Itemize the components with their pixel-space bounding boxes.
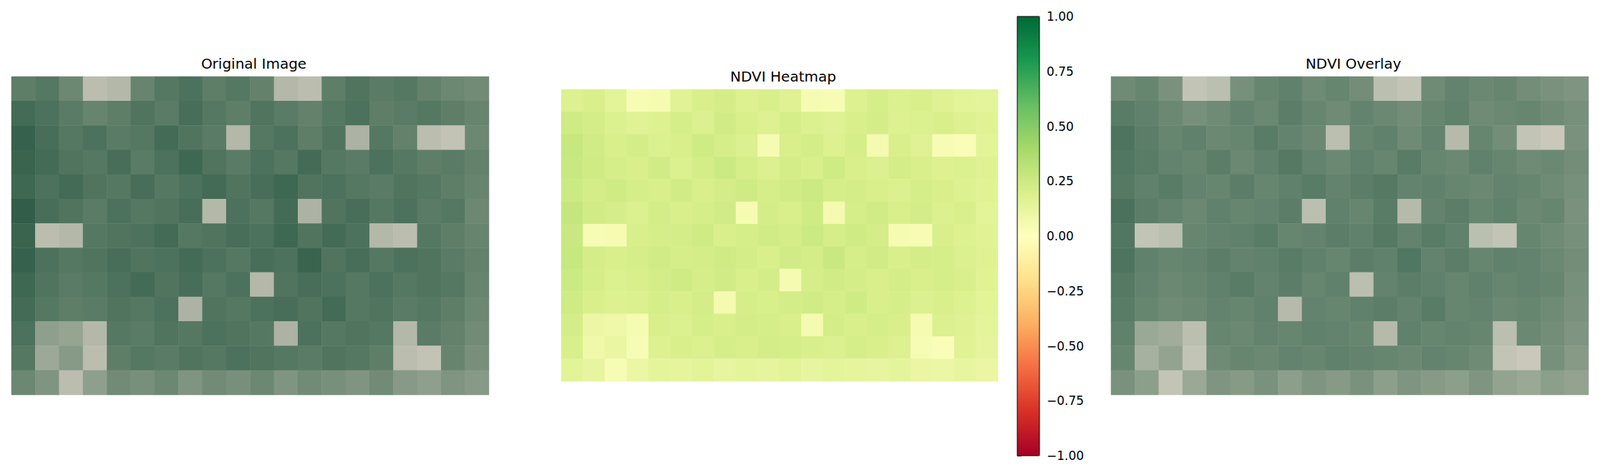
svg-text:−0.75: −0.75 (1046, 393, 1084, 409)
svg-text:0.00: 0.00 (1046, 229, 1074, 244)
svg-text:−0.50: −0.50 (1046, 339, 1084, 354)
svg-text:0.75: 0.75 (1046, 64, 1074, 79)
svg-text:Original Image: Original Image (201, 55, 307, 73)
svg-text:1.00: 1.00 (1046, 9, 1074, 24)
svg-text:0.25: 0.25 (1046, 173, 1074, 189)
svg-text:0.50: 0.50 (1046, 119, 1074, 134)
svg-text:−1.00: −1.00 (1046, 448, 1084, 464)
svg-text:NDVI Overlay: NDVI Overlay (1305, 55, 1402, 73)
svg-text:−0.25: −0.25 (1046, 284, 1084, 299)
svg-text:NDVI Heatmap: NDVI Heatmap (730, 68, 837, 86)
